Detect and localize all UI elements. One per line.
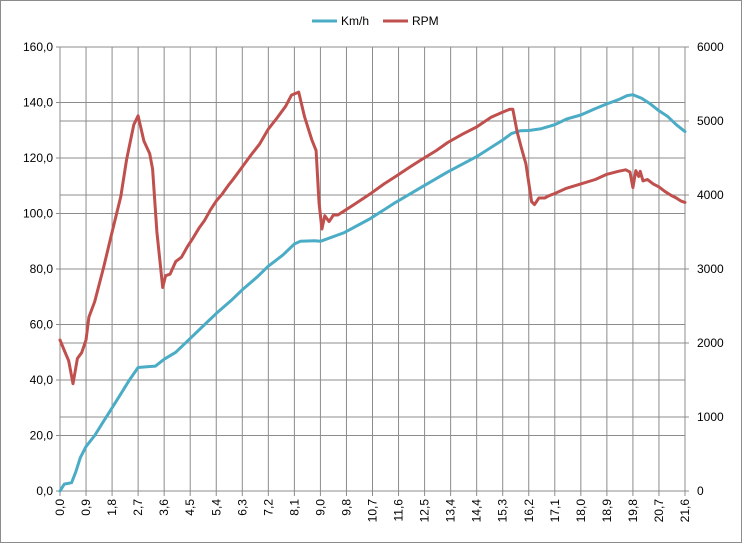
x-tick-label: 18,9: [600, 499, 614, 523]
x-tick-label: 3,6: [157, 499, 171, 516]
y-right-tick-label: 3000: [697, 262, 724, 276]
x-tick-label: 5,4: [209, 499, 223, 516]
legend-label: Km/h: [341, 14, 369, 28]
y-right-tick-label: 5000: [697, 114, 724, 128]
x-tick-label: 7,2: [261, 499, 275, 516]
legend-item[interactable]: Km/h: [312, 14, 369, 28]
y-left-tick-label: 100,0: [23, 207, 53, 221]
axes: 0,0 20,0 40,0 60,0 80,0 100,0 120,0 140,0 160,0 0…: [23, 40, 724, 522]
y-right-tick-label: 0: [697, 484, 704, 498]
y-right-tick-label: 1000: [697, 410, 724, 424]
y-right-tick-label: 6000: [697, 40, 724, 54]
legend[interactable]: Km/h RPM: [312, 14, 439, 28]
y-left-tick-label: 20,0: [30, 429, 54, 443]
x-tick-label: 9,8: [339, 499, 353, 516]
x-tick-label: 16,2: [522, 499, 536, 523]
x-tick-label: 19,8: [626, 499, 640, 523]
grid: [60, 47, 685, 491]
x-tick-label: 20,7: [652, 499, 666, 523]
y-left-tick-label: 80,0: [30, 262, 54, 276]
x-tick-label: 13,4: [444, 499, 458, 523]
x-tick-label: 21,6: [678, 499, 692, 523]
x-tick-label: 11,6: [392, 499, 406, 522]
x-tick-label: 2,7: [131, 499, 145, 516]
x-tick-label: 8,1: [287, 499, 301, 516]
x-tick-label: 6,3: [235, 499, 249, 516]
x-tick-label: 10,7: [366, 499, 380, 523]
y-left-tick-label: 40,0: [30, 373, 54, 387]
series: [58, 90, 687, 493]
x-tick-label: 14,4: [470, 499, 484, 523]
legend-label: RPM: [412, 14, 439, 28]
y-left-tick-label: 120,0: [23, 151, 53, 165]
x-tick-label: 17,1: [548, 499, 562, 523]
y-left-tick-label: 140,0: [23, 96, 53, 110]
y-left-tick-label: 60,0: [30, 318, 54, 332]
x-tick-label: 12,5: [418, 499, 432, 523]
y-left-tick-label: 0,0: [36, 484, 53, 498]
series-line-rpm: [58, 90, 687, 386]
series-line-kmh: [58, 93, 687, 493]
x-tick-label: 9,0: [313, 499, 327, 516]
x-tick-label: 0,9: [79, 499, 93, 516]
x-tick-label: 4,5: [183, 499, 197, 516]
y-right-tick-label: 2000: [697, 336, 724, 350]
legend-item[interactable]: RPM: [383, 14, 439, 28]
x-tick-label: 1,8: [105, 499, 119, 516]
x-tick-label: 0,0: [53, 499, 67, 516]
y-left-tick-label: 160,0: [23, 40, 53, 54]
x-tick-label: 15,3: [496, 499, 510, 523]
y-right-tick-label: 4000: [697, 188, 724, 202]
x-tick-label: 18,0: [574, 499, 588, 523]
